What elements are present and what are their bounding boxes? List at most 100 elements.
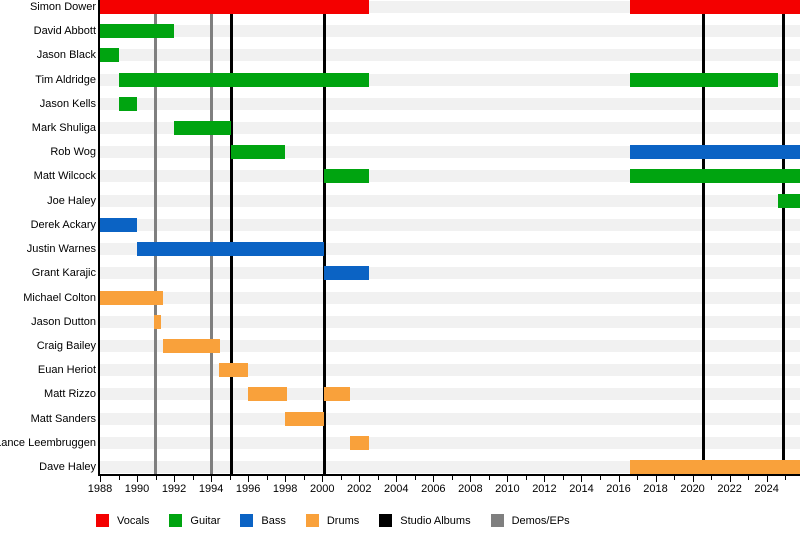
year-label: 1998 [272, 483, 298, 495]
studio-album-line [781, 0, 785, 474]
member-label: Euan Heriot [37, 364, 96, 377]
major-tick [174, 476, 176, 482]
legend-swatch [96, 514, 109, 527]
member-label: Jason Black [36, 49, 96, 62]
member-label: Michael Colton [23, 291, 96, 304]
row-band [100, 291, 800, 304]
studio-album-line [322, 0, 326, 474]
demo-ep-line [209, 0, 213, 474]
row-band [100, 388, 800, 401]
legend-item-guitar: Guitar [169, 514, 220, 527]
row-band [100, 49, 800, 62]
minor-tick [748, 476, 750, 480]
x-axis-line [98, 474, 800, 476]
timeline-bar-bass [324, 266, 369, 281]
minor-tick [155, 476, 157, 480]
timeline-bar-drums [218, 363, 249, 378]
minor-tick [377, 476, 379, 480]
member-label: Matt Wilcock [33, 170, 96, 183]
major-tick [692, 476, 694, 482]
studio-album-line [702, 0, 706, 474]
minor-tick [488, 476, 490, 480]
minor-tick [711, 476, 713, 480]
row-band [100, 25, 800, 38]
timeline-bar-guitar [118, 72, 369, 87]
minor-tick [600, 476, 601, 480]
member-label: Lance Leembruggen [0, 436, 96, 449]
row-band [100, 460, 800, 473]
major-tick [359, 476, 361, 482]
row-band [100, 218, 800, 231]
timeline-bar-guitar [324, 169, 369, 184]
legend-swatch [240, 514, 254, 527]
member-label: Justin Warnes [26, 243, 96, 256]
timeline-bar-drums [285, 411, 325, 426]
minor-tick [192, 476, 194, 480]
member-label: Mark Shuliga [31, 122, 96, 135]
timeline-bar-guitar [777, 193, 800, 208]
legend-item-label: Bass [261, 514, 286, 527]
timeline-bar-vocals [629, 0, 800, 14]
row-band [100, 194, 800, 207]
legend-swatch [379, 514, 393, 527]
year-label: 2004 [384, 483, 409, 495]
year-label: 2008 [458, 483, 483, 495]
timeline-bar-guitar [100, 24, 175, 39]
member-label: Matt Sanders [30, 412, 96, 425]
legend-item-bass: Bass [240, 514, 286, 527]
year-label: 2024 [754, 483, 779, 495]
minor-tick [451, 476, 453, 480]
major-tick [100, 476, 101, 482]
year-label: 2000 [309, 483, 335, 495]
minor-tick [266, 476, 268, 480]
member-label: Jason Kells [39, 97, 96, 110]
year-label: 2020 [680, 483, 705, 495]
major-tick [618, 476, 620, 482]
minor-tick [303, 476, 305, 480]
year-label: 2022 [717, 483, 742, 495]
major-tick [729, 476, 731, 482]
y-axis-line [98, 0, 100, 476]
major-tick [322, 476, 324, 482]
year-label: 1992 [161, 483, 187, 495]
timeline-bar-drums [162, 338, 221, 353]
minor-tick [229, 476, 231, 480]
row-band [100, 267, 800, 280]
legend-item-label: Guitar [190, 514, 221, 527]
major-tick [655, 476, 657, 482]
row-band [100, 97, 800, 110]
row-band [100, 315, 800, 328]
timeline-bar-bass [137, 242, 325, 257]
row-band [100, 170, 800, 183]
year-label: 2016 [606, 483, 631, 495]
minor-tick [525, 476, 527, 480]
legend-swatch [169, 514, 183, 527]
major-tick [285, 476, 287, 482]
major-tick [211, 476, 213, 482]
row-band [100, 122, 800, 135]
legend-swatch [490, 514, 504, 527]
timeline-bar-guitar [118, 96, 138, 111]
legend-item-demos-eps: Demos/EPs [490, 514, 570, 527]
legend: Vocals Guitar Bass Drums Studio Albums Demos/… [96, 514, 570, 527]
timeline-bar-drums [153, 314, 162, 329]
member-label: Rob Wog [50, 146, 96, 159]
timeline-bar-guitar [629, 169, 800, 184]
year-label: 2002 [347, 483, 372, 495]
year-label: 1996 [235, 483, 261, 495]
member-label: David Abbott [33, 25, 96, 38]
member-label: Craig Bailey [36, 339, 96, 352]
demo-ep-line [154, 0, 158, 474]
major-tick [470, 476, 472, 482]
timeline-bar-drums [629, 459, 800, 474]
minor-tick [637, 476, 639, 480]
timeline-bar-drums [100, 290, 163, 305]
legend-item-label: Studio Albums [400, 514, 471, 527]
legend-item-label: Drums [326, 514, 360, 527]
timeline-bar-drums [248, 387, 288, 402]
row-band [100, 364, 800, 377]
member-label: Matt Rizzo [44, 388, 96, 401]
member-label: Joe Haley [47, 194, 96, 207]
year-label: 2006 [421, 483, 446, 495]
